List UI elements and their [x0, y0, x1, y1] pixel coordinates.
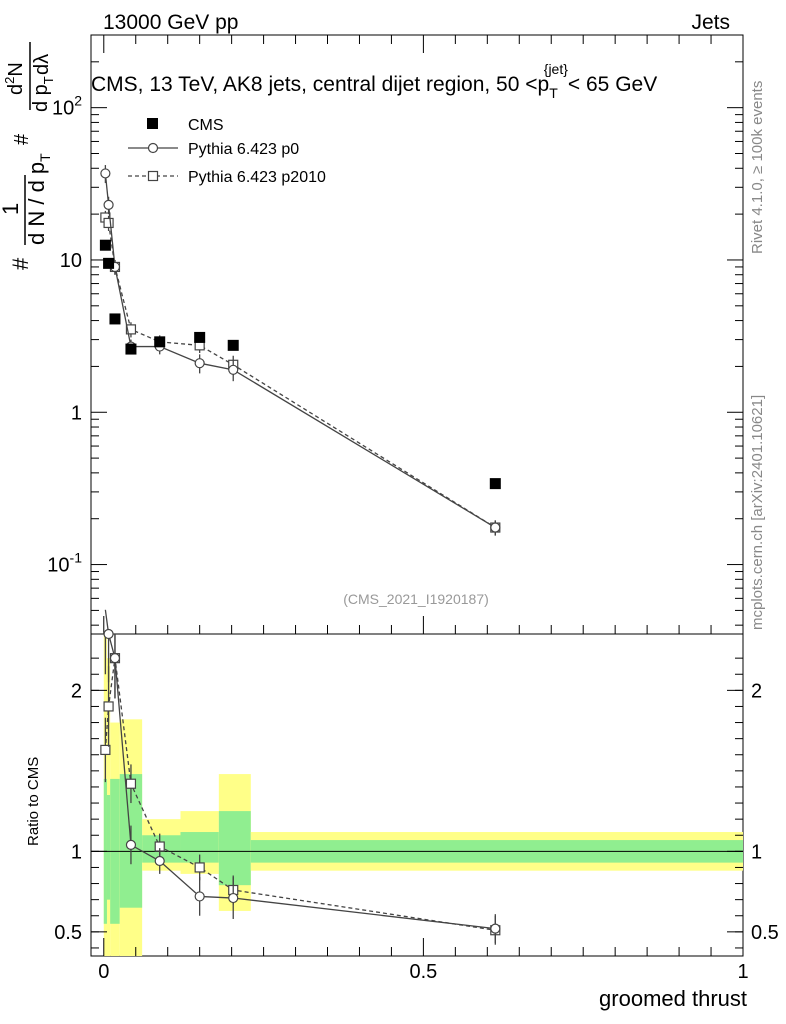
ylabel-dn: d N / d pT	[24, 153, 53, 245]
legend-label-cms: CMS	[188, 117, 224, 134]
main-point-cms	[489, 478, 501, 490]
ratio-point-p0	[125, 839, 137, 851]
main-line-pythia-6-423-p2010	[104, 217, 496, 529]
ratio-point-p2010	[125, 778, 137, 789]
ylabel-main: # 1 d N / d pT # d2N d pT dλ	[0, 42, 56, 270]
ratio-ytick-label: 0.5	[54, 922, 82, 944]
ylabel-dpt-main: d p	[30, 84, 52, 112]
main-point-p0	[103, 199, 114, 210]
legend-marker-p2010	[147, 170, 159, 182]
ratio-ytick-label: 1	[71, 841, 82, 863]
ylabel-dpt: d pT	[30, 76, 56, 112]
ratio-frame	[90, 633, 744, 957]
ratio-point-p2010	[103, 701, 114, 712]
ratio-point-p0	[490, 923, 501, 934]
ylabel-dn-main: d N / d p	[24, 162, 49, 245]
ratio-point-p0	[109, 653, 121, 664]
plot-title-sub: T	[549, 85, 558, 101]
ratio-point-p0	[103, 628, 114, 640]
main-point-cms	[227, 339, 239, 351]
ylabel-d2n-sup: 2	[2, 77, 17, 84]
ratio-ytick-label-right: 0.5	[751, 922, 779, 944]
band-inner-1	[106, 795, 111, 900]
ylabel-d2n: d2N	[2, 62, 27, 95]
ylabel-dpt-sub: T	[41, 76, 56, 84]
ratio-ytick-label-right: 2	[751, 680, 762, 702]
ylabel-d2n-d: d	[5, 84, 27, 95]
xlabel: groomed thrust	[599, 986, 747, 1011]
main-point-p0	[194, 358, 205, 369]
plot-title-sup: {jet}	[544, 61, 568, 77]
main-point-cms	[99, 239, 111, 251]
ratio-point-p2010	[194, 862, 205, 873]
ytick-label-main: 102	[52, 93, 82, 120]
ylabel-hash: #	[8, 257, 33, 270]
main-point-p0	[490, 522, 501, 533]
ratio-ytick-label-right: 1	[751, 841, 762, 863]
ylabel-d2n-n: N	[5, 62, 27, 76]
legend-marker-cms	[147, 118, 158, 129]
ylabel-ratio: Ratio to CMS	[25, 757, 42, 846]
ratio-point-p0	[154, 855, 165, 867]
ylabel-dn-sub: T	[37, 153, 53, 162]
legend-label-p0: Pythia 6.423 p0	[188, 141, 299, 158]
side-label-rivet: Rivet 4.1.0, ≥ 100k events	[749, 81, 766, 254]
main-point-p0	[100, 168, 111, 179]
ylabel-hash2: #	[11, 133, 33, 145]
legend-marker-p0	[147, 142, 159, 154]
data-marks	[99, 165, 501, 945]
xtick-label: 1	[737, 961, 748, 983]
plot-title-main: CMS, 13 TeV, AK8 jets, central dijet reg…	[91, 73, 549, 96]
legend-label-p2010: Pythia 6.423 p2010	[188, 169, 326, 186]
ylabel-dlambda: dλ	[31, 54, 53, 75]
main-point-p2010	[103, 217, 114, 229]
header-right: Jets	[691, 11, 730, 34]
ytick-label-main: 1	[71, 402, 82, 424]
main-point-cms	[103, 257, 115, 269]
legend: CMS Pythia 6.423 p0 Pythia 6.423 p2010	[128, 117, 326, 186]
main-point-cms	[125, 343, 137, 355]
ratio-line-pythia-6-423-p2010	[104, 658, 496, 931]
side-label-mcplots: mcplots.cern.ch [arXiv:2401.10621]	[749, 395, 766, 630]
plot-title: CMS, 13 TeV, AK8 jets, central dijet reg…	[91, 61, 657, 101]
ytick-label-main: 10	[60, 250, 82, 272]
ytick-label-main: 10-1	[47, 550, 82, 577]
ratio-point-p0	[194, 891, 205, 902]
ratio-ytick-label: 2	[71, 680, 82, 702]
ratio-line-pythia-6-423-p0	[104, 609, 496, 930]
main-point-p2010	[125, 324, 137, 335]
main-point-cms	[154, 336, 166, 348]
ratio-point-p2010	[100, 744, 111, 756]
ylabel-one: 1	[0, 203, 23, 215]
xtick-label: 0	[98, 961, 109, 983]
analysis-watermark: (CMS_2021_I1920187)	[343, 591, 489, 607]
main-point-cms	[109, 313, 121, 325]
main-point-cms	[194, 331, 206, 343]
xtick-label: 0.5	[409, 961, 437, 983]
main-point-p0	[228, 364, 239, 375]
plot-title-end: < 65 GeV	[568, 73, 657, 96]
main-line-pythia-6-423-p0	[104, 173, 496, 529]
ratio-point-p0	[228, 892, 239, 904]
header-left: 13000 GeV pp	[103, 11, 238, 34]
band-inner-6	[218, 811, 251, 886]
